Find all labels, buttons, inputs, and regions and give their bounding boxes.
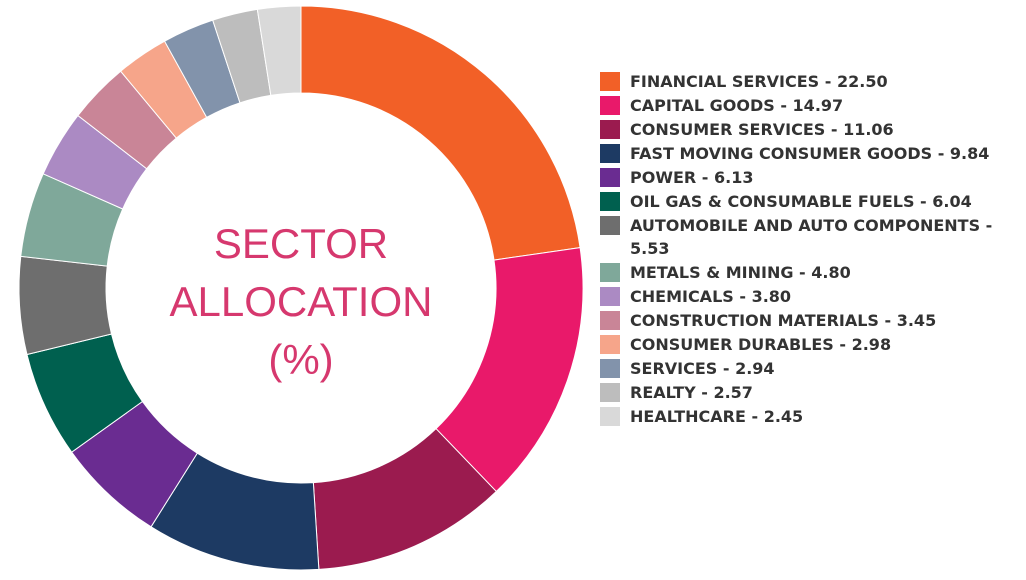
legend-item: METALS & MINING - 4.80 <box>600 261 1020 284</box>
legend-label: AUTOMOBILE AND AUTO COMPONENTS - 5.53 <box>630 216 993 258</box>
legend-label: OIL GAS & CONSUMABLE FUELS - 6.04 <box>630 192 972 211</box>
legend-item: CHEMICALS - 3.80 <box>600 285 1020 308</box>
chart-title: SECTOR ALLOCATION (%) <box>169 220 433 383</box>
legend-swatch <box>600 72 620 91</box>
legend-item: POWER - 6.13 <box>600 166 1020 189</box>
legend-swatch <box>600 407 620 426</box>
legend-swatch <box>600 96 620 115</box>
legend-swatch <box>600 287 620 306</box>
legend-label: CHEMICALS - 3.80 <box>630 287 792 306</box>
legend-item: FAST MOVING CONSUMER GOODS - 9.84 <box>600 142 1020 165</box>
legend-label: FINANCIAL SERVICES - 22.50 <box>630 72 888 91</box>
legend-label: CONSUMER DURABLES - 2.98 <box>630 335 892 354</box>
chart <box>18 5 584 571</box>
legend-swatch <box>600 144 620 163</box>
donut-slice <box>256 5 302 96</box>
legend-item: CONSUMER SERVICES - 11.06 <box>600 118 1020 141</box>
legend-item: AUTOMOBILE AND AUTO COMPONENTS - 5.53 <box>600 214 1020 260</box>
legend-swatch <box>600 192 620 211</box>
legend-label: CONSUMER SERVICES - 11.06 <box>630 120 894 139</box>
legend-label: HEALTHCARE - 2.45 <box>630 407 804 426</box>
legend-item: OIL GAS & CONSUMABLE FUELS - 6.04 <box>600 190 1020 213</box>
legend-swatch <box>600 383 620 402</box>
legend-label: METALS & MINING - 4.80 <box>630 263 851 282</box>
legend-label: REALTY - 2.57 <box>630 383 753 402</box>
legend-swatch <box>600 311 620 330</box>
legend-swatch <box>600 216 620 235</box>
legend-label: CONSTRUCTION MATERIALS - 3.45 <box>630 311 937 330</box>
donut-slice <box>300 5 581 261</box>
legend-swatch <box>600 263 620 282</box>
legend-swatch <box>600 120 620 139</box>
legend-swatch <box>600 168 620 187</box>
legend-swatch <box>600 359 620 378</box>
legend-label: FAST MOVING CONSUMER GOODS - 9.84 <box>630 144 990 163</box>
legend-item: CONSUMER DURABLES - 2.98 <box>600 333 1020 356</box>
legend-label: SERVICES - 2.94 <box>630 359 775 378</box>
legend-item: CAPITAL GOODS - 14.97 <box>600 94 1020 117</box>
legend-label: CAPITAL GOODS - 14.97 <box>630 96 844 115</box>
legend-swatch <box>600 335 620 354</box>
legend-item: SERVICES - 2.94 <box>600 357 1020 380</box>
legend-label: POWER - 6.13 <box>630 168 754 187</box>
legend-item: REALTY - 2.57 <box>600 381 1020 404</box>
legend-item: CONSTRUCTION MATERIALS - 3.45 <box>600 309 1020 332</box>
legend-item: HEALTHCARE - 2.45 <box>600 405 1020 428</box>
legend-item: FINANCIAL SERVICES - 22.50 <box>600 70 1020 93</box>
legend: FINANCIAL SERVICES - 22.50 CAPITAL GOODS … <box>600 70 1020 429</box>
